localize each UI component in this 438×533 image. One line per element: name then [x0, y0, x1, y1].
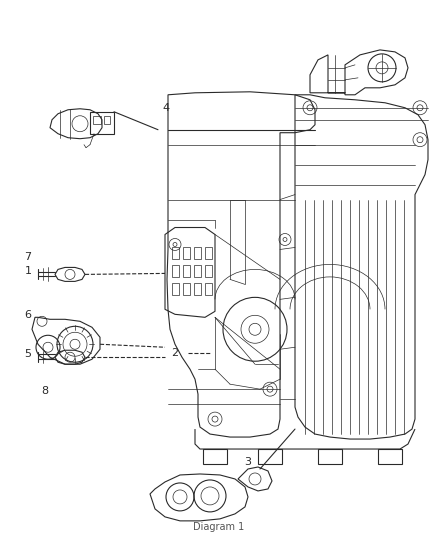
Bar — [205, 265, 212, 277]
Bar — [172, 284, 179, 295]
Text: 6: 6 — [25, 310, 32, 320]
Text: 3: 3 — [244, 457, 251, 467]
Bar — [104, 116, 110, 124]
Bar — [203, 449, 227, 464]
Bar — [258, 449, 282, 464]
Bar — [183, 247, 190, 260]
Text: 1: 1 — [25, 266, 32, 277]
Text: Diagram 1: Diagram 1 — [193, 522, 245, 532]
Bar — [93, 116, 101, 124]
Bar — [194, 265, 201, 277]
Text: 2: 2 — [171, 348, 179, 358]
Bar — [378, 449, 402, 464]
Bar — [183, 284, 190, 295]
Text: 7: 7 — [25, 253, 32, 262]
Text: 5: 5 — [25, 349, 32, 359]
Bar — [172, 247, 179, 260]
Bar — [205, 247, 212, 260]
Bar — [183, 265, 190, 277]
Bar — [90, 112, 114, 134]
Bar — [194, 247, 201, 260]
Bar — [318, 449, 342, 464]
Bar — [194, 284, 201, 295]
Text: 8: 8 — [42, 386, 49, 396]
Bar — [205, 284, 212, 295]
Bar — [172, 265, 179, 277]
Text: 4: 4 — [162, 103, 169, 113]
